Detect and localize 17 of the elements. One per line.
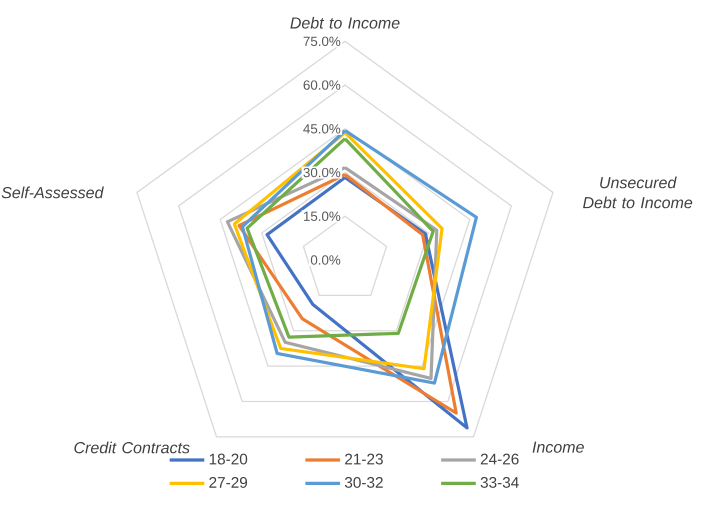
spoke-label: Debt to Income: [290, 16, 400, 29]
y-tick-label: 45.0%: [303, 124, 340, 134]
spoke-label: Income: [532, 442, 584, 453]
legend-label: 30-32: [344, 477, 383, 488]
y-tick-label: 60.0%: [304, 80, 340, 90]
spoke-label: Credit Contracts: [74, 442, 190, 454]
spoke-label: Self-Assessed: [2, 186, 104, 198]
y-tick-label: 75.0%: [304, 36, 340, 46]
y-tick-label: 30.0%: [303, 168, 340, 178]
legend-label: 27-29: [209, 477, 248, 488]
spoke-label: Unsecured Debt to Income: [583, 176, 692, 208]
legend-label: 33-34: [480, 477, 519, 488]
legend-label: 24-26: [480, 454, 519, 464]
y-tick-label: 15.0%: [304, 212, 340, 221]
y-tick-label: 0.0%: [310, 255, 340, 265]
legend-label: 21-23: [345, 454, 383, 464]
legend-label: 18-20: [210, 454, 248, 464]
